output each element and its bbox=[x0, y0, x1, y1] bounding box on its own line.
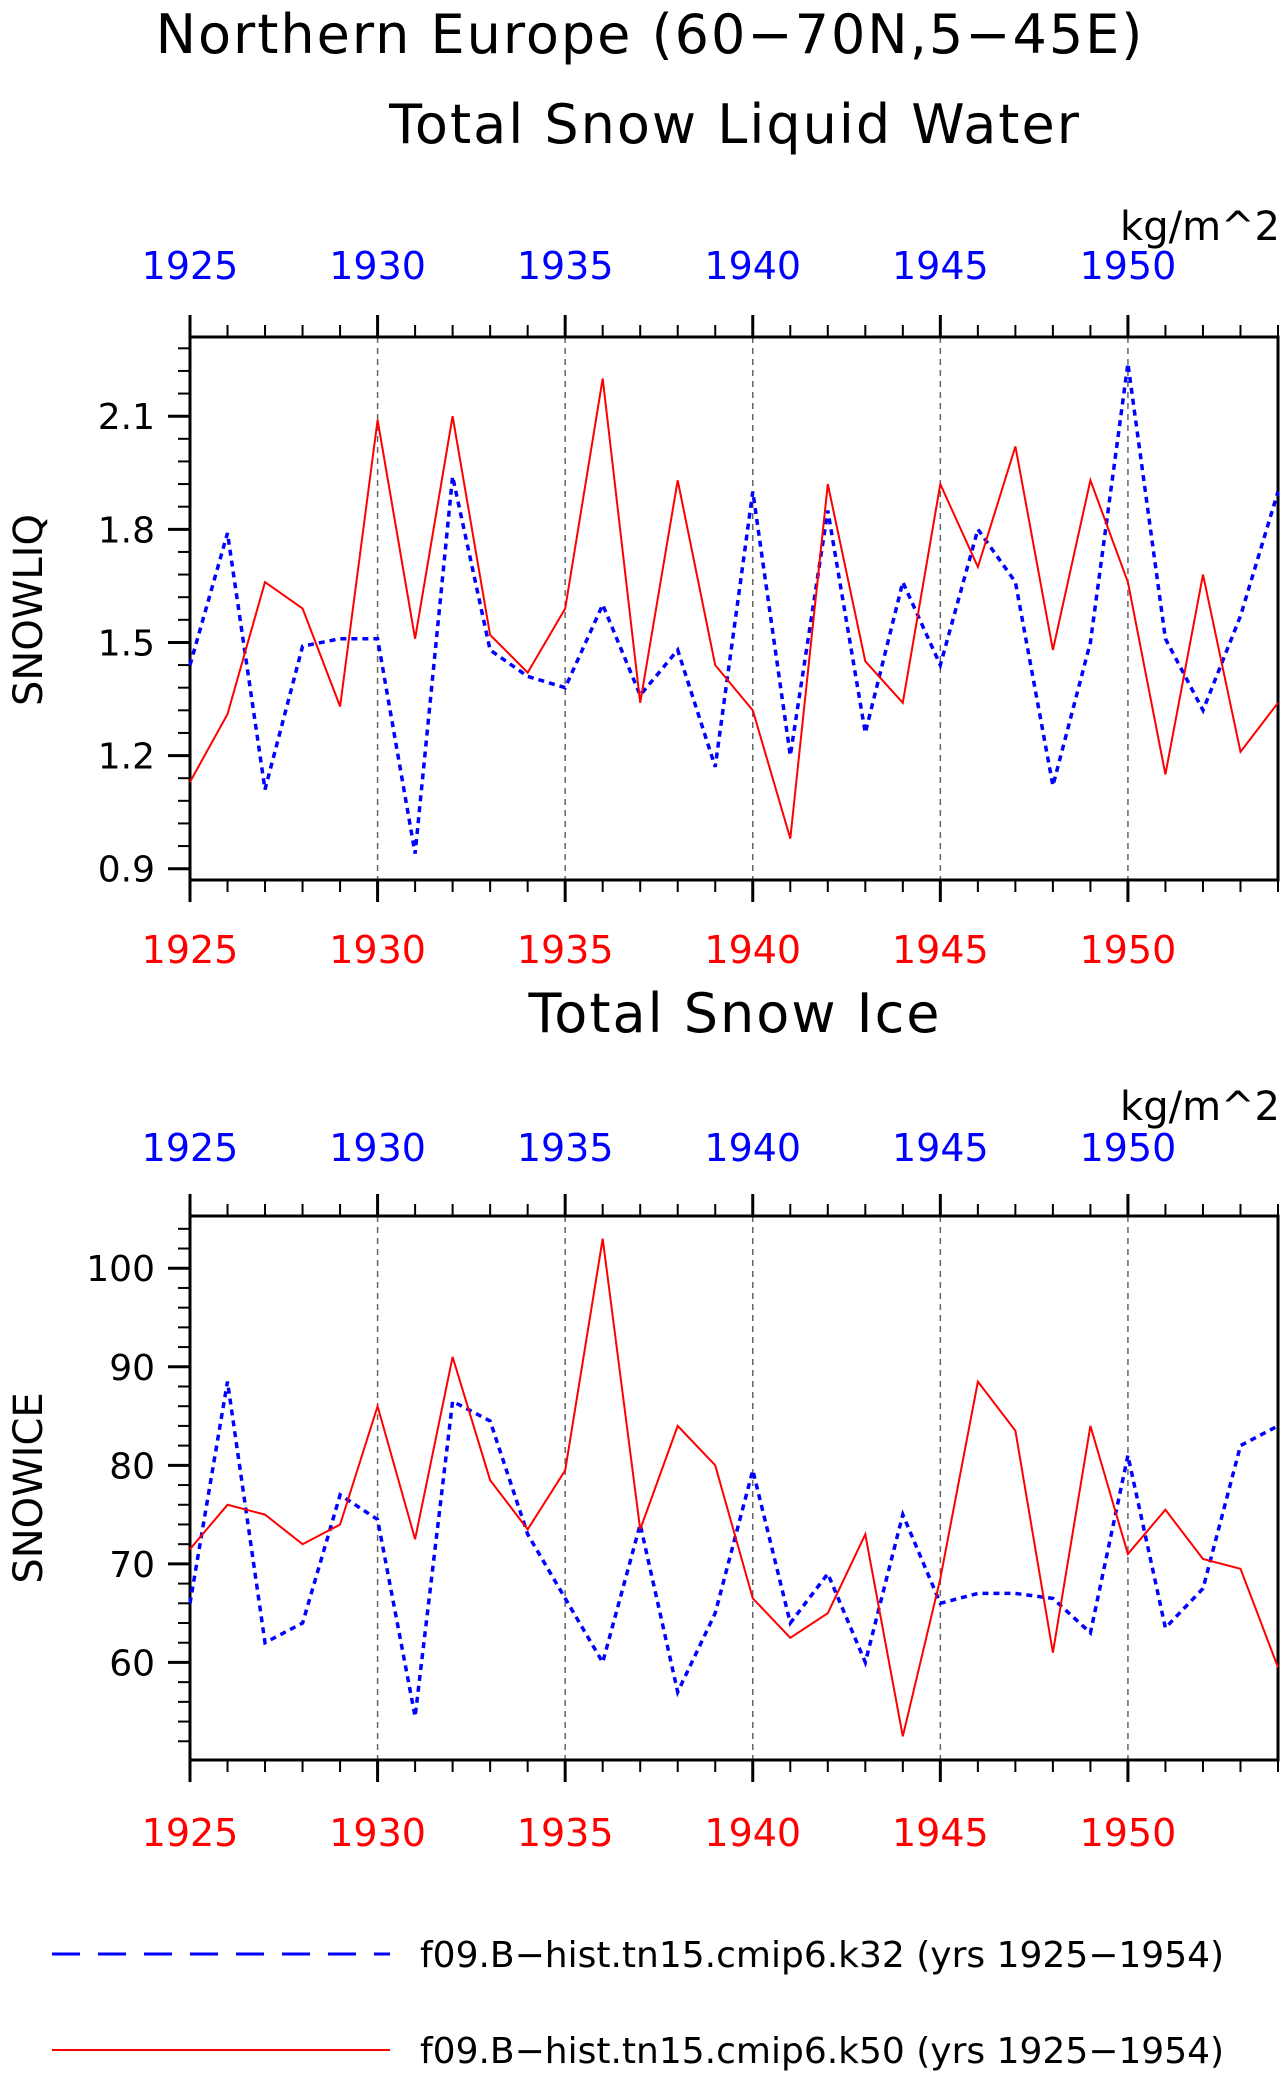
series-line-k50 bbox=[189, 1238, 1279, 1737]
figure-title-line1: Northern Europe (60−70N,5−45E) bbox=[156, 3, 1145, 66]
chart-panels: Total Snow Liquid Water kg/m^2 1925 1925 193… bbox=[6, 93, 1280, 1855]
plot-frame bbox=[188, 335, 1280, 882]
x-tick-label-top: 1935 bbox=[517, 1126, 614, 1170]
panel-2: Total Snow Ice kg/m^2 1925 1925 1930 1930 1935… bbox=[6, 982, 1280, 1855]
x-tick-label-bottom: 1935 bbox=[517, 928, 614, 972]
y-tick-label: 80 bbox=[109, 1446, 155, 1487]
y-tick-label: 60 bbox=[109, 1643, 155, 1684]
y-tick-label: 90 bbox=[109, 1348, 155, 1389]
x-tick-label-top: 1950 bbox=[1080, 1126, 1177, 1170]
y-axis-label: SNOWLIQ bbox=[6, 514, 52, 706]
legend-label-2: f09.B−hist.tn15.cmip6.k50 (yrs 1925−1954… bbox=[420, 2031, 1224, 2072]
panel-title: Total Snow Ice bbox=[528, 982, 942, 1045]
x-tick-label-bottom: 1925 bbox=[142, 928, 239, 972]
y-tick-label: 2.1 bbox=[98, 397, 155, 438]
series-line-k32 bbox=[188, 1381, 1279, 1717]
x-tick-label-bottom: 1930 bbox=[329, 1811, 426, 1855]
plot-frame bbox=[188, 1214, 1280, 1762]
x-tick-label-top: 1945 bbox=[892, 244, 989, 288]
panel-1: Total Snow Liquid Water kg/m^2 1925 1925 193… bbox=[6, 93, 1280, 972]
y-tick-label: 1.5 bbox=[98, 623, 155, 664]
x-tick-label-top: 1925 bbox=[142, 244, 239, 288]
x-tick-label-top: 1935 bbox=[517, 244, 614, 288]
x-tick-label-bottom: 1930 bbox=[329, 928, 426, 972]
y-tick-label: 1.8 bbox=[98, 510, 155, 551]
y-tick-label: 1.2 bbox=[98, 737, 155, 778]
panel-title: Total Snow Liquid Water bbox=[388, 93, 1081, 156]
x-tick-label-bottom: 1935 bbox=[517, 1811, 614, 1855]
x-tick-label-top: 1940 bbox=[704, 244, 801, 288]
x-tick-label-bottom: 1940 bbox=[704, 1811, 801, 1855]
x-tick-label-bottom: 1945 bbox=[892, 928, 989, 972]
legend-label-1: f09.B−hist.tn15.cmip6.k32 (yrs 1925−1954… bbox=[420, 1935, 1224, 1976]
series-line-k50 bbox=[189, 378, 1279, 839]
x-tick-label-top: 1930 bbox=[329, 244, 426, 288]
units-label: kg/m^2 bbox=[1120, 1084, 1280, 1130]
x-tick-label-top: 1925 bbox=[142, 1126, 239, 1170]
x-tick-label-top: 1930 bbox=[329, 1126, 426, 1170]
x-tick-label-top: 1950 bbox=[1080, 244, 1177, 288]
y-axis-label: SNOWICE bbox=[6, 1392, 52, 1583]
x-tick-label-bottom: 1950 bbox=[1080, 1811, 1177, 1855]
units-label: kg/m^2 bbox=[1120, 204, 1280, 250]
y-tick-label: 0.9 bbox=[98, 850, 155, 891]
x-tick-label-bottom: 1925 bbox=[142, 1811, 239, 1855]
y-tick-label: 70 bbox=[109, 1545, 155, 1586]
y-tick-label: 100 bbox=[86, 1249, 155, 1290]
x-tick-label-top: 1945 bbox=[892, 1126, 989, 1170]
x-tick-label-bottom: 1950 bbox=[1080, 928, 1177, 972]
series-line-k32 bbox=[188, 363, 1280, 854]
x-tick-label-bottom: 1945 bbox=[892, 1811, 989, 1855]
x-tick-label-bottom: 1940 bbox=[704, 928, 801, 972]
chart-legend: f09.B−hist.tn15.cmip6.k32 (yrs 1925−1954… bbox=[52, 1935, 1224, 2072]
x-tick-label-top: 1940 bbox=[704, 1126, 801, 1170]
